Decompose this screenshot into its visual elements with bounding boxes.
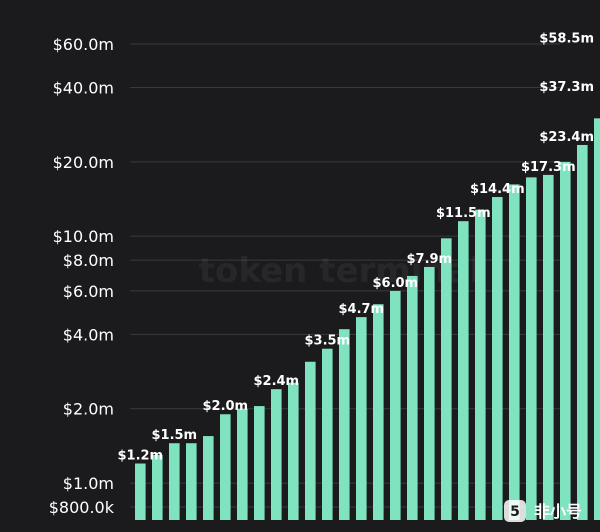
data-label: $23.4m	[539, 130, 594, 145]
bar	[220, 414, 231, 520]
bar	[560, 161, 571, 520]
data-label: $2.4m	[253, 374, 299, 389]
bar	[356, 317, 367, 520]
brand-logo: 5 非小号	[504, 500, 582, 522]
bar	[152, 454, 163, 520]
bar	[526, 177, 537, 520]
y-tick-label: $4.0m	[63, 325, 114, 344]
data-labels: $1.2m $1.5m $2.0m $2.4m $3.5m $4.7m $6.0m $7.9m…	[117, 32, 594, 464]
bar	[169, 443, 180, 520]
bar	[407, 275, 418, 520]
data-label: $1.5m	[151, 428, 197, 443]
y-tick-label: $40.0m	[53, 78, 114, 97]
bar	[424, 266, 435, 520]
bar	[458, 221, 469, 520]
y-tick-label: $20.0m	[53, 153, 114, 172]
bar	[254, 406, 265, 520]
data-label: $4.7m	[338, 302, 384, 317]
bar	[186, 443, 197, 520]
y-tick-label: $1.0m	[63, 474, 114, 493]
data-label: $2.0m	[202, 399, 248, 414]
bar	[390, 290, 401, 520]
bar	[322, 348, 333, 520]
y-tick-label: $60.0m	[53, 35, 114, 54]
bar	[577, 144, 588, 520]
bar	[509, 184, 520, 521]
data-label: $6.0m	[372, 276, 418, 291]
bar	[373, 304, 384, 520]
gridlines	[130, 43, 560, 508]
brand-logo-mark: 5	[510, 504, 520, 520]
data-label: $14.4m	[470, 182, 525, 197]
data-label: $3.5m	[304, 334, 350, 349]
bar	[305, 361, 316, 520]
y-tick-label: $8.0m	[63, 251, 114, 270]
bar	[203, 436, 214, 520]
data-label: $58.5m	[539, 32, 594, 47]
y-tick-label: $2.0m	[63, 400, 114, 419]
bar	[492, 197, 503, 520]
data-label: $37.3m	[539, 80, 594, 95]
bar	[594, 118, 600, 520]
data-label: $1.2m	[117, 449, 163, 464]
bar	[441, 238, 452, 520]
y-tick-label: $10.0m	[53, 227, 114, 246]
brand-logo-icon	[504, 500, 526, 522]
y-axis-ticks: $800.0k $1.0m $2.0m $4.0m $6.0m $8.0m $10.0m $2…	[49, 35, 115, 517]
bar	[271, 389, 282, 520]
y-tick-label: $800.0k	[49, 498, 115, 517]
bar	[543, 174, 554, 520]
bar	[288, 382, 299, 520]
y-tick-label: $6.0m	[63, 282, 114, 301]
data-label: $11.5m	[436, 206, 491, 221]
bar	[135, 463, 146, 520]
bar	[339, 329, 350, 520]
bar	[237, 408, 248, 520]
bars	[135, 118, 600, 521]
data-label: $17.3m	[521, 160, 576, 175]
bar	[475, 209, 486, 520]
data-label: $7.9m	[406, 252, 452, 267]
brand-logo-text: 非小号	[534, 502, 582, 521]
